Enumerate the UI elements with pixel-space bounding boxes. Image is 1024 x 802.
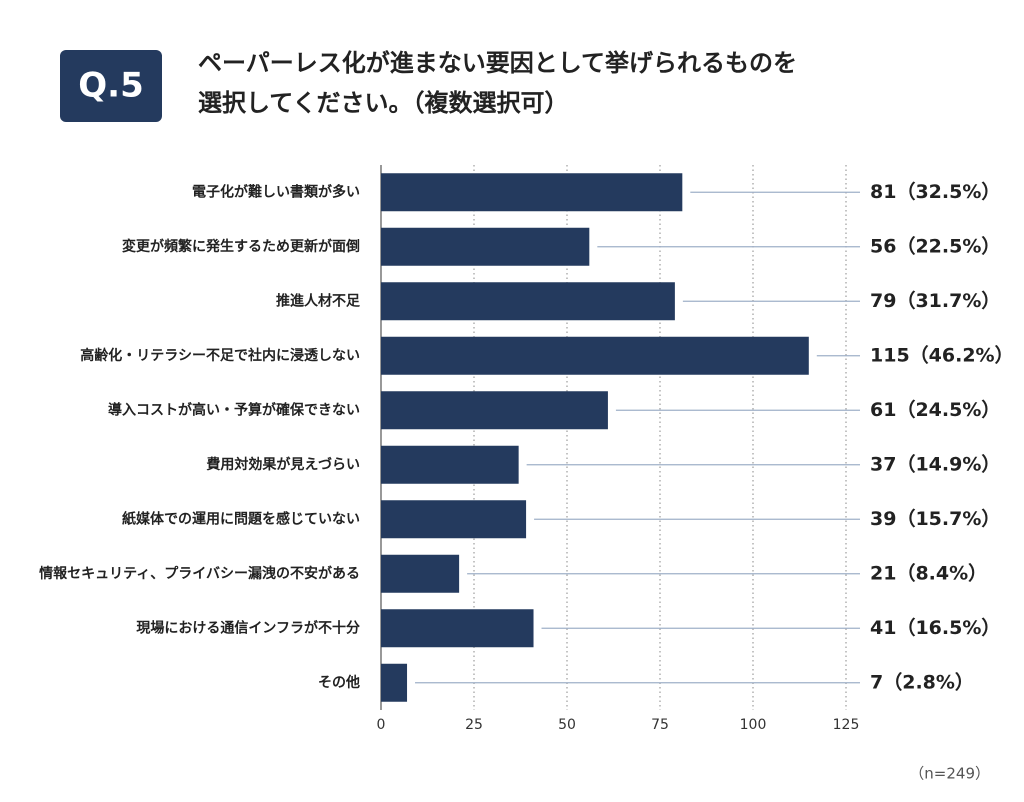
- value-label: 61（24.5%）: [870, 398, 1000, 421]
- y-tick-label: 電子化が難しい書類が多い: [192, 183, 360, 200]
- bar: [381, 336, 809, 375]
- bar: [381, 445, 519, 484]
- x-tick-label: 100: [740, 717, 767, 733]
- bar: [381, 227, 590, 266]
- y-tick-label: 導入コストが高い・予算が確保できない: [108, 401, 360, 418]
- x-tick-label: 125: [833, 717, 860, 733]
- sample-note: （n=249）: [909, 765, 990, 783]
- value-label: 21（8.4%）: [870, 561, 987, 584]
- x-tick-label: 75: [651, 717, 669, 733]
- y-tick-label: 費用対効果が見えづらい: [206, 456, 360, 473]
- x-tick-label: 0: [377, 717, 386, 733]
- bar: [381, 173, 683, 212]
- bar: [381, 391, 608, 430]
- chart-title: ペーパーレス化が進まない要因として挙げられるものを: [198, 49, 797, 77]
- value-label: 41（16.5%）: [870, 616, 1000, 639]
- bar: [381, 609, 534, 648]
- y-tick-label: 現場における通信インフラが不十分: [136, 619, 360, 636]
- bar: [381, 663, 408, 702]
- value-label: 115（46.2%）: [870, 343, 1014, 366]
- y-tick-label: 変更が頻繁に発生するため更新が面倒: [122, 238, 360, 255]
- y-tick-label: 推進人材不足: [276, 292, 361, 309]
- bar: [381, 554, 460, 593]
- y-tick-label: 高齢化・リテラシー不足で社内に浸透しない: [80, 347, 360, 364]
- bar: [381, 500, 527, 539]
- value-label: 79（31.7%）: [870, 289, 1000, 312]
- value-label: 39（15.7%）: [870, 507, 1000, 530]
- y-tick-label: その他: [318, 674, 360, 691]
- value-label: 37（14.9%）: [870, 452, 1000, 475]
- y-tick-label: 情報セキュリティ、プライバシー漏洩の不安がある: [39, 565, 360, 582]
- value-label: 81（32.5%）: [870, 180, 1000, 203]
- question-badge: [60, 50, 162, 122]
- bar: [381, 282, 675, 321]
- chart-title: 選択してください。（複数選択可）: [198, 89, 569, 117]
- x-tick-label: 25: [465, 717, 483, 733]
- y-tick-label: 紙媒体での運用に問題を感じていない: [122, 510, 360, 527]
- question-label: Q.5: [78, 66, 143, 106]
- value-label: 7（2.8%）: [870, 670, 974, 693]
- x-tick-label: 50: [558, 717, 576, 733]
- value-label: 56（22.5%）: [870, 234, 1000, 257]
